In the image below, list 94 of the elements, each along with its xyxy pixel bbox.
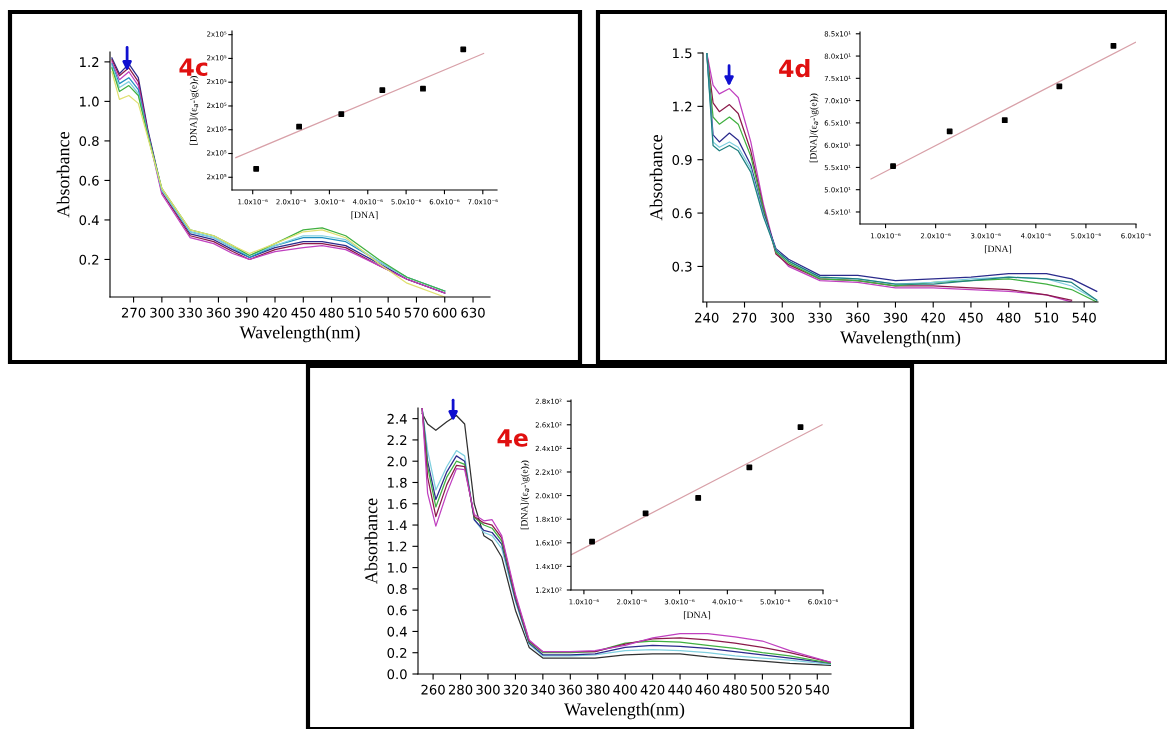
y-tick-label: 0.6 [672,208,692,219]
y-tick-label: 1.4 [388,520,407,531]
x-tick-label: 330 [178,307,202,318]
y-axis-title: Absorbance [649,135,663,221]
x-axis-title: [DNA] [351,211,378,220]
point [460,46,467,53]
x-tick-label: 340 [531,684,555,695]
x-tick-label: 270 [121,307,146,318]
x-tick-label: 360 [558,684,583,695]
y-tick-label: 2.4 [387,413,407,424]
point [253,166,260,172]
point [695,495,702,501]
chart-title: 4d [779,59,810,78]
x-tick-label: 520 [778,684,802,695]
y-tick-label: 2.0 [387,456,407,467]
y-tick-label: 0.4 [387,626,407,637]
x-tick-label: 380 [586,684,610,695]
x-tick-label: 500 [750,684,775,695]
point [379,87,386,93]
y-axis-title: Absorbance [364,498,378,584]
x-tick-label: 540 [805,684,829,695]
y-axis-title: [DNA]/(ε$_{a}$-\g(e)$_{f}$) [520,460,530,530]
x-tick-label: 600 [433,307,457,318]
x-tick-label: 300 [150,307,174,318]
x-tick-label: 480 [723,684,747,695]
y-tick-label: 1.2 [80,57,99,67]
x-tick-label: 480 [319,307,344,318]
x-tick-label: 240 [695,312,719,323]
point [589,538,595,545]
x-tick-label: 540 [376,307,400,318]
y-axis-title: Absorbance [56,132,70,218]
y-tick-label: 0.8 [387,584,407,595]
y-tick-label: 0.6 [79,175,99,186]
text: 4e [497,429,528,447]
x-axis-title: Wavelength(nm) [239,325,360,343]
x-tick-label: 450 [291,307,316,318]
y-tick-label: 0.0 [387,669,407,680]
point [420,85,426,92]
y-tick-label: 0.2 [387,647,407,658]
point [642,510,649,517]
y-tick-label: 0.2 [79,254,99,265]
x-tick-label: 460 [695,684,720,695]
point [890,163,896,169]
x-tick-label: 630 [461,307,485,318]
y-axis-title: [DNA]/(ε$_{a}$-\g(e)$_{f}$) [189,76,199,145]
y-axis-title: [DNA]/(ε$_{a}$-\g(e)$_{f}$) [809,93,819,163]
x-tick-label: 420 [640,684,665,695]
point [746,464,753,471]
x-tick-label: 420 [263,307,287,318]
point [1001,117,1008,124]
y-tick-label: 1.8 [388,477,407,488]
x-tick-label: 330 [808,312,832,323]
x-tick-label: 300 [476,684,500,695]
x-tick-label: 360 [846,312,870,323]
y-tick-label: 0.3 [672,261,692,272]
x-axis-title: Wavelength(nm) [840,330,961,348]
y-tick-label: 1.6 [388,498,407,509]
y-tick-label: 0.9 [672,154,692,165]
x-axis-title: [DNA] [683,611,711,620]
y-tick-label: 0.6 [387,605,407,616]
y-tick-label: 2.2 [387,435,407,445]
x-axis-title: Wavelength(nm) [564,702,685,720]
y-tick-label: 1.2 [388,541,407,552]
y-tick-label: 1.0 [80,96,99,107]
x-tick-label: 300 [770,312,794,323]
x-tick-label: 270 [732,312,757,323]
point [946,128,953,135]
y-tick-label: 1.0 [388,562,407,573]
y-tick-label: 0.4 [79,215,99,226]
chart-title: 4c [179,58,208,76]
point [797,424,804,431]
x-tick-label: 420 [921,312,945,323]
x-tick-label: 540 [1072,312,1096,323]
x-tick-label: 450 [959,312,983,323]
y-tick-label: 1.5 [673,48,692,59]
point [338,111,345,117]
point [1110,42,1117,49]
x-tick-label: 440 [668,684,692,695]
x-tick-label: 390 [235,307,259,318]
x-tick-label: 280 [448,684,473,695]
x-tick-label: 360 [206,307,231,318]
x-tick-label: 390 [883,312,908,323]
x-axis-title: [DNA] [984,245,1012,254]
x-tick-label: 510 [348,307,372,318]
x-tick-label: 480 [996,312,1021,323]
y-tick-label: 1.2 [673,101,692,112]
x-tick-label: 570 [404,307,429,318]
y-tick-label: 0.8 [79,136,99,147]
x-tick-label: 260 [421,684,445,695]
point [296,123,303,130]
x-tick-label: 320 [503,684,528,695]
x-tick-label: 400 [613,684,637,695]
point [1056,83,1063,90]
x-tick-label: 510 [1034,312,1059,323]
